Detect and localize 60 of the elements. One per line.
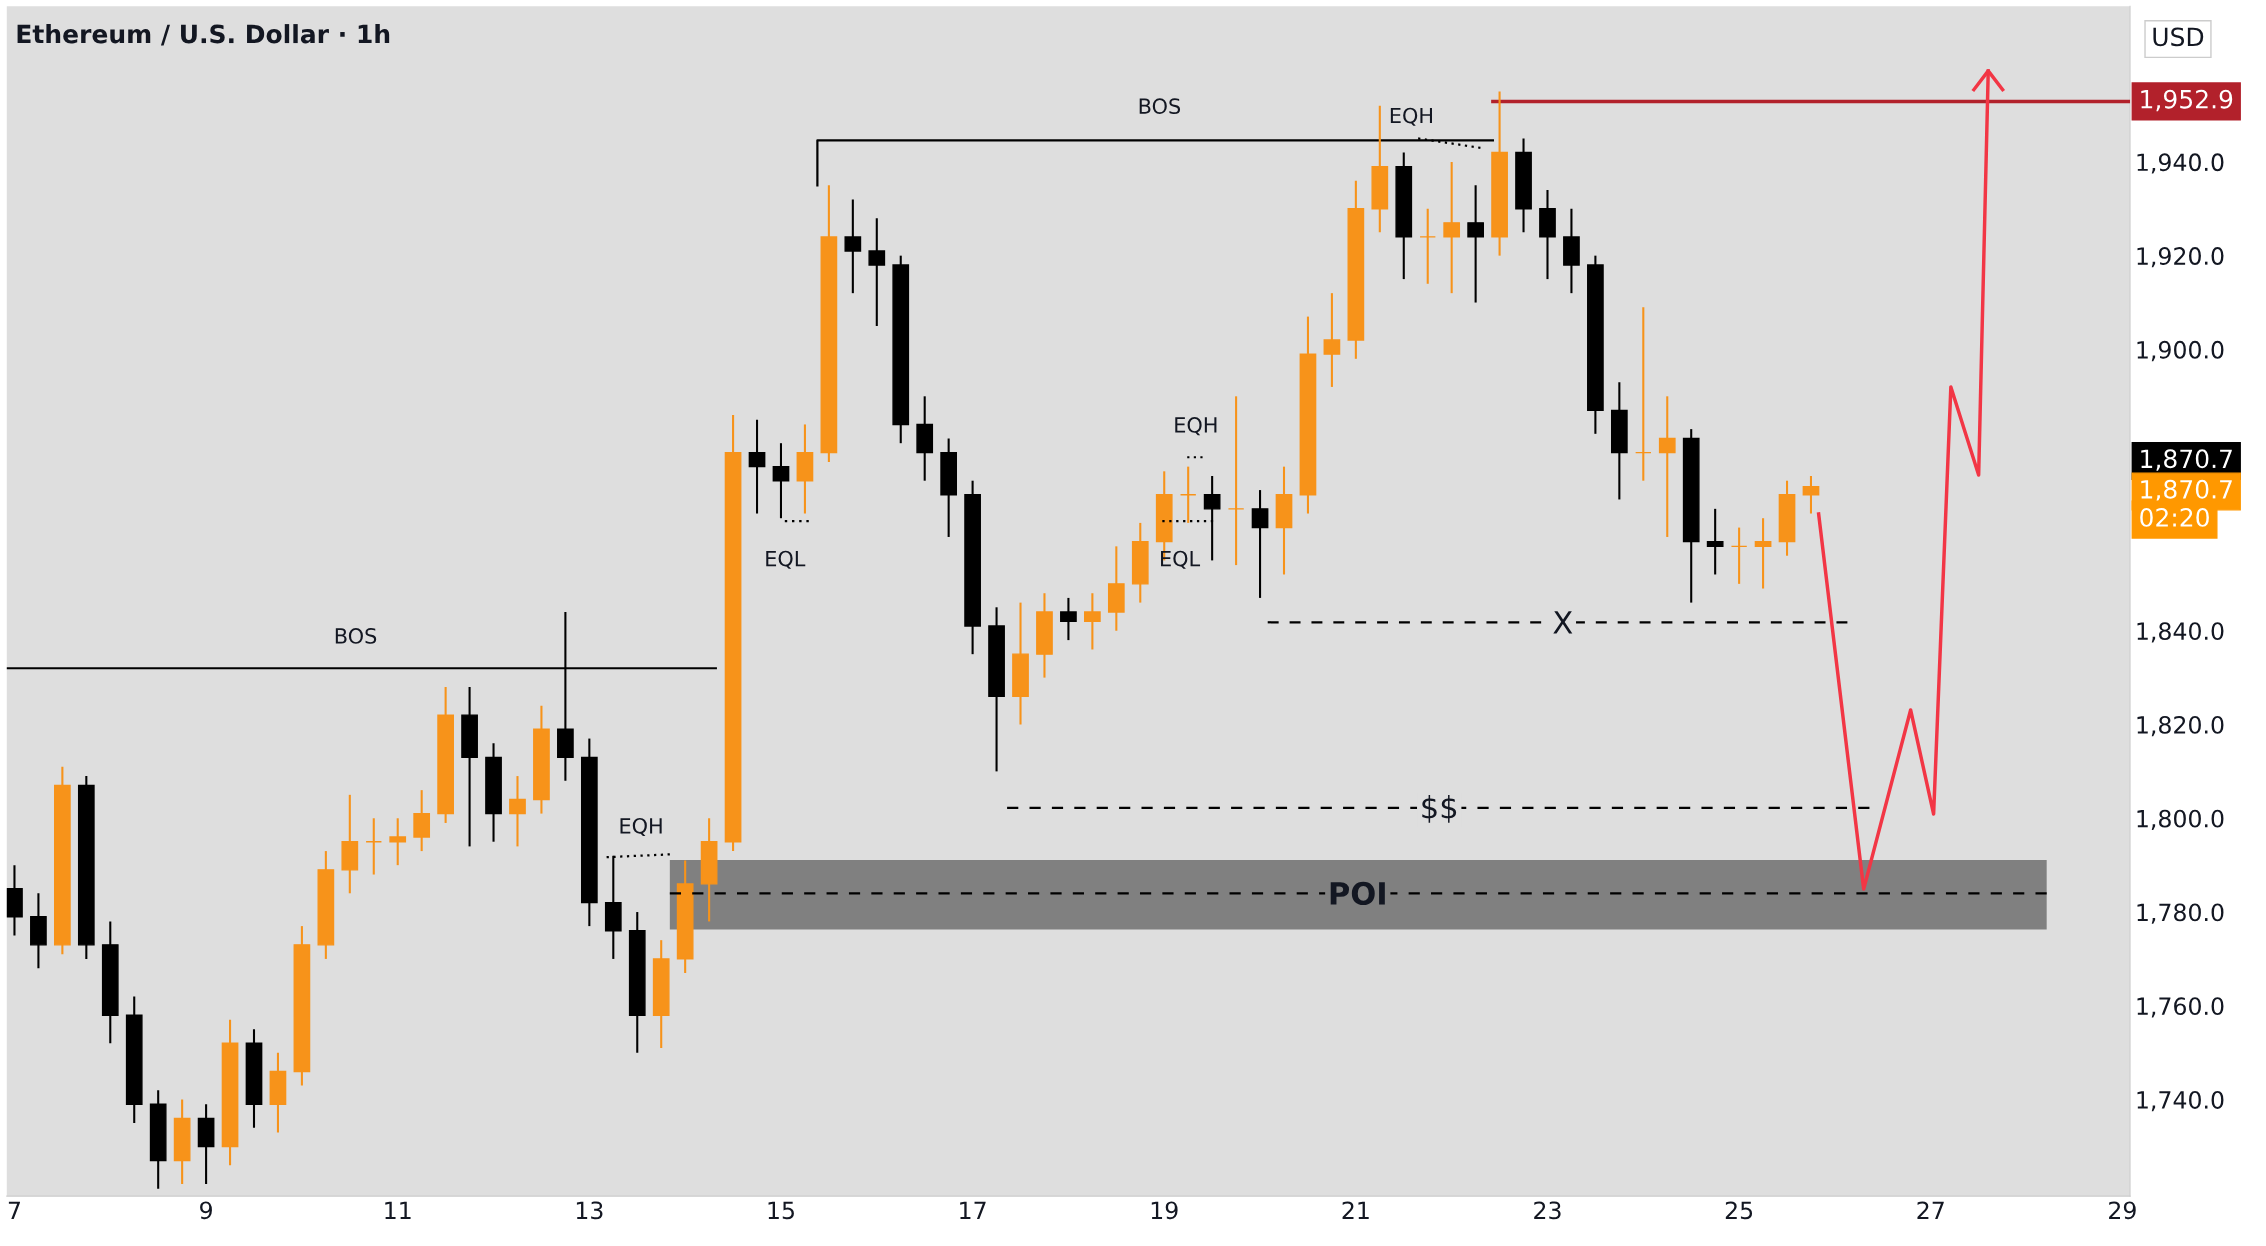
y-tick-label: 1,840.0 — [2137, 622, 2224, 643]
y-tick-label: 1,900.0 — [2137, 340, 2224, 362]
x-tick-label: 27 — [1917, 1201, 1944, 1219]
x-tick-label: 29 — [2109, 1201, 2136, 1220]
candlestick — [772, 442, 790, 520]
candlestick — [1754, 517, 1772, 590]
candlestick — [1634, 306, 1652, 482]
y-tick-label: 1,920.0 — [2137, 247, 2224, 268]
x-tick-label: 23 — [1534, 1201, 1561, 1220]
candlestick — [1802, 474, 1820, 515]
y-tick-label: 1,780.0 — [2137, 903, 2224, 924]
x-tick-label: 7 — [8, 1201, 20, 1219]
annotation: EQH — [1390, 107, 1432, 126]
candlestick — [1658, 395, 1676, 538]
y-tick-label: 1,820.0 — [2137, 715, 2224, 737]
candlestick — [509, 775, 526, 848]
candlestick — [868, 217, 886, 328]
candlestick — [1227, 395, 1245, 567]
x-tick-label: 15 — [768, 1201, 794, 1220]
annotation: BOS — [1139, 98, 1181, 115]
x-tick-label: 19 — [1151, 1201, 1178, 1220]
candlestick — [748, 418, 766, 515]
annotation: X — [1553, 611, 1573, 634]
candlestick — [1419, 207, 1437, 285]
text: USD — [2153, 27, 2204, 47]
x-tick-label: 17 — [960, 1201, 986, 1219]
candlestick — [365, 817, 383, 876]
annotation: $$ — [1422, 795, 1457, 823]
annotation: BOS — [335, 628, 377, 644]
y-tick-label: 1,760.0 — [2137, 997, 2224, 1018]
annotation: EQH — [620, 817, 662, 837]
annotation: EQL — [1161, 550, 1201, 569]
candlestick — [1730, 526, 1748, 585]
text: 1,870.7 — [2141, 449, 2232, 471]
x-tick-label: 21 — [1342, 1201, 1369, 1219]
annotation: POI — [1330, 881, 1385, 905]
candlestick — [413, 789, 431, 853]
candlestick — [1060, 596, 1077, 642]
x-tick-label: 13 — [576, 1201, 603, 1220]
text: 1,952.9 — [2141, 89, 2233, 112]
candlestick — [1467, 184, 1484, 304]
candlestick — [1179, 465, 1197, 524]
y-tick-label: 1,940.0 — [2137, 153, 2224, 174]
text: 1,870.7 — [2141, 479, 2232, 502]
x-tick-label: 11 — [385, 1201, 411, 1219]
y-tick-label: 1,740.0 — [2137, 1091, 2224, 1112]
x-tick-label: 25 — [1725, 1201, 1753, 1220]
x-tick-label: 9 — [200, 1201, 212, 1220]
candlestick — [1443, 160, 1461, 295]
candlestick — [844, 198, 862, 295]
candlestick — [1084, 592, 1101, 651]
text: Ethereum / U.S. Dollar · 1h — [17, 24, 390, 46]
candlestick — [1251, 489, 1269, 599]
annotation: EQH — [1175, 417, 1217, 436]
candlestick — [1706, 507, 1724, 576]
candlestick — [1323, 292, 1341, 388]
text: 02:20 — [2140, 507, 2209, 527]
y-tick-label: 1,800.0 — [2137, 809, 2224, 830]
annotation: EQL — [766, 550, 806, 569]
candlestick — [389, 817, 407, 867]
